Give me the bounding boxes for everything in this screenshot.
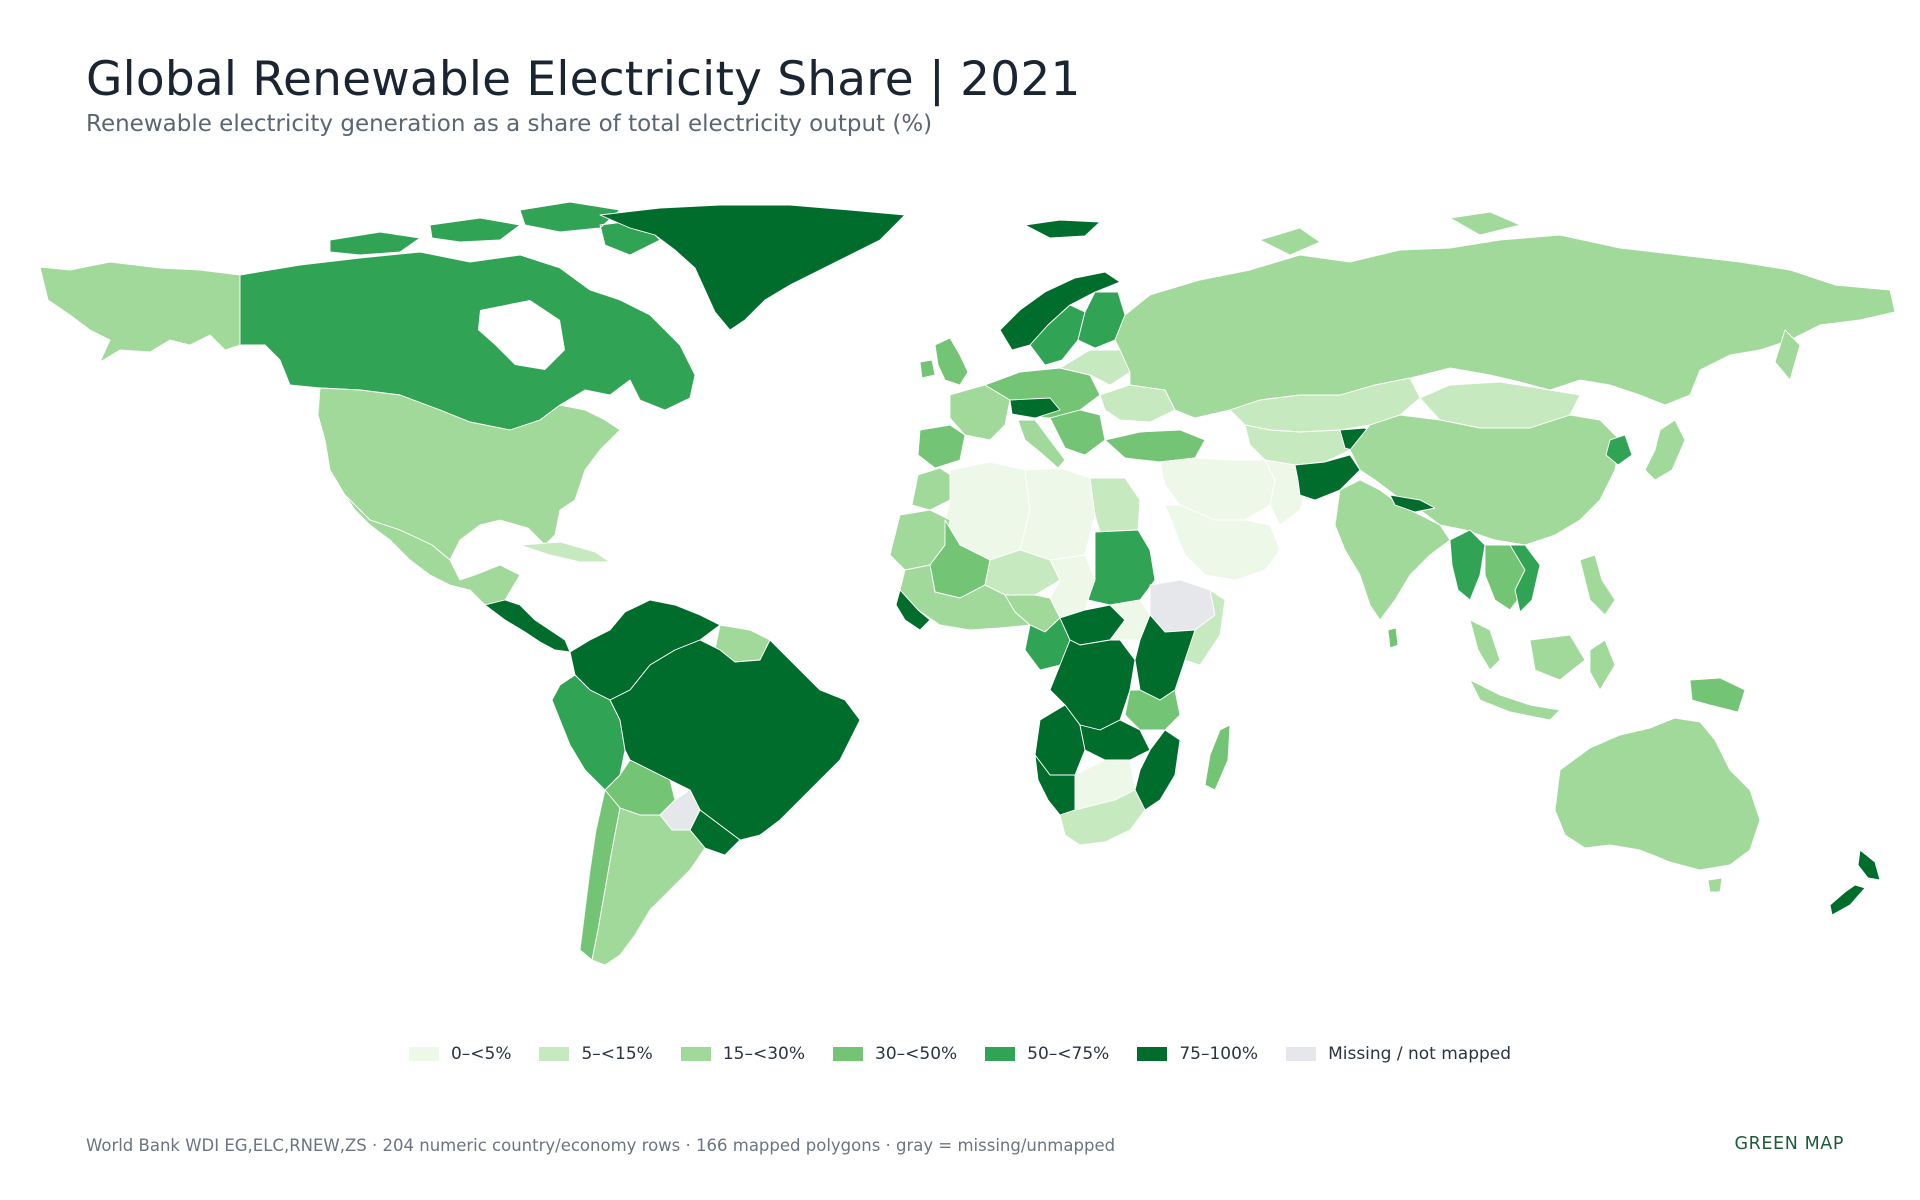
legend-item: 0–<5%: [408, 1044, 512, 1064]
legend-swatch: [1286, 1047, 1317, 1061]
legend-swatch: [833, 1047, 863, 1061]
region-vietnam: [1509, 544, 1541, 613]
footer-brand: GREEN MAP: [1734, 1134, 1844, 1154]
region-austria: [1009, 397, 1061, 419]
region-malaysia: [1469, 619, 1501, 671]
region-ukraine: [1099, 384, 1176, 423]
region-norway: [999, 271, 1121, 351]
region-saudi-arabia: [1164, 504, 1281, 581]
legend-swatch: [539, 1047, 570, 1061]
legend-item: 50–<75%: [985, 1044, 1109, 1064]
region-iceland: [1024, 219, 1101, 239]
legend-item: 15–<30%: [680, 1044, 805, 1064]
region-libya: [1019, 467, 1096, 561]
legend-label: 30–<50%: [875, 1044, 958, 1064]
legend-label: 50–<75%: [1027, 1044, 1110, 1064]
legend-swatch: [680, 1047, 711, 1061]
region-myanmar: [1449, 529, 1486, 601]
region-papua-new-guinea: [1689, 677, 1746, 713]
region-indonesia: [1469, 634, 1616, 721]
legend-label: 75–100%: [1179, 1044, 1259, 1064]
region-new-zealand: [1829, 849, 1881, 916]
region-korea: [1605, 434, 1633, 466]
region-canada: [239, 251, 696, 431]
legend-label: Missing / not mapped: [1328, 1044, 1512, 1064]
region-sri-lanka: [1387, 627, 1399, 649]
region-south-africa: [1059, 789, 1146, 846]
region-argentina: [591, 807, 706, 966]
region-japan: [1644, 419, 1686, 481]
page-title: Global Renewable Electricity Share | 202…: [86, 52, 1081, 107]
region-italy: [1017, 419, 1066, 469]
legend-swatch: [408, 1047, 439, 1061]
region-sudan: [1087, 529, 1156, 606]
region-egypt: [1089, 477, 1141, 533]
region-iberia: [917, 424, 966, 469]
legend-item: 75–100%: [1137, 1044, 1258, 1064]
region-tanzania: [1124, 689, 1181, 731]
region-alaska: [39, 261, 241, 363]
page-subtitle: Renewable electricity generation as a sh…: [86, 111, 933, 137]
region-mozambique: [1134, 729, 1181, 811]
region-uk: [919, 337, 969, 386]
legend-item: 5–<15%: [539, 1044, 653, 1064]
region-chad: [1049, 554, 1096, 619]
region-balkans: [1049, 409, 1106, 456]
region-canada-arctic: [329, 201, 661, 256]
legend-item: 30–<50%: [833, 1044, 957, 1064]
region-greenland: [599, 204, 906, 331]
legend-swatch: [1137, 1047, 1168, 1061]
region-russia-arctic: [1259, 211, 1801, 381]
region-east-africa: [1134, 614, 1196, 701]
region-central-asia: [1244, 424, 1351, 466]
map-legend: 0–<5% 5–<15% 15–<30% 30–<50% 50–<75% 75–100% M…: [0, 1044, 1920, 1064]
region-india: [1334, 479, 1451, 621]
legend-label: 15–<30%: [722, 1044, 805, 1064]
region-south-sudan: [1109, 599, 1151, 641]
region-somalia: [1184, 589, 1226, 666]
legend-swatch: [985, 1047, 1016, 1061]
region-nepal: [1389, 494, 1436, 513]
legend-label: 5–<15%: [581, 1044, 653, 1064]
hudson-bay: [478, 300, 565, 370]
footer-source: World Bank WDI EG,ELC,RNEW,ZS · 204 nume…: [86, 1136, 1116, 1155]
region-cuba: [519, 541, 611, 563]
region-philippines: [1579, 554, 1616, 616]
legend-label: 0–<5%: [450, 1044, 512, 1064]
region-tasmania: [1707, 877, 1723, 893]
region-madagascar: [1204, 724, 1231, 791]
region-australia: [1554, 717, 1761, 871]
region-turkey: [1104, 429, 1206, 463]
region-russia: [1114, 234, 1896, 419]
region-central-america: [484, 599, 571, 653]
legend-item: Missing / not mapped: [1286, 1044, 1511, 1064]
region-west-africa-dark: [895, 589, 931, 631]
